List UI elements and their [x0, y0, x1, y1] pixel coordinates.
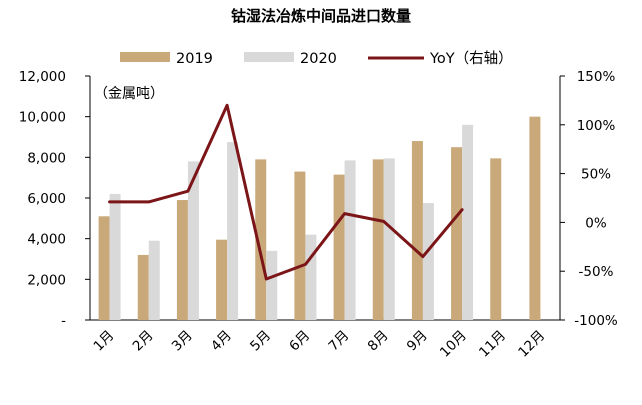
category-label: 9月	[404, 328, 431, 355]
right-tick-label: 50%	[581, 167, 611, 183]
bar-2020-4	[227, 142, 239, 320]
bar-2020-8	[383, 158, 395, 320]
category-labels: 1月 2月 3月 4月 5月 6月 7月 8月 9月 10月 11月 12月	[90, 328, 548, 361]
yoy-point-8	[382, 220, 385, 223]
right-tick-label: 150%	[577, 69, 616, 85]
category-label: 4月	[208, 328, 235, 355]
right-tick-label: 0%	[585, 215, 607, 231]
bar-2019-1	[98, 216, 110, 320]
left-axis-ticks: - 2,000 4,000 6,000 8,000 10,000 12,000	[19, 69, 90, 329]
yoy-point-6	[304, 263, 307, 266]
yoy-point-2	[147, 200, 150, 204]
bar-2019-6	[294, 171, 306, 320]
category-label: 7月	[325, 328, 352, 355]
legend-label-2020: 2020	[300, 51, 337, 67]
yoy-point-9	[421, 255, 425, 258]
right-tick-label: -100%	[574, 313, 618, 329]
bar-2019-4	[216, 239, 228, 320]
unit-label: （金属吨）	[94, 86, 164, 102]
bars	[98, 116, 541, 321]
bar-2019-9	[411, 141, 423, 320]
left-tick-label: 8,000	[27, 150, 66, 166]
left-tick-label: -	[61, 313, 66, 329]
bar-2020-2	[148, 240, 160, 320]
bar-2019-7	[333, 174, 345, 320]
legend-label-yoy: YoY（右轴）	[429, 50, 513, 67]
yoy-point-3	[186, 189, 190, 193]
bar-2020-1	[109, 193, 121, 320]
chart-title: 钴湿法冶炼中间品进口数量	[231, 7, 411, 25]
category-label: 11月	[476, 328, 509, 361]
legend-label-2019: 2019	[176, 51, 213, 67]
legend-swatch-2020	[244, 52, 294, 62]
category-label: 10月	[437, 328, 470, 361]
right-tick-label: 100%	[577, 118, 616, 134]
bar-2019-11	[490, 158, 502, 320]
left-tick-label: 6,000	[27, 191, 66, 207]
legend-swatch-2019	[120, 52, 170, 62]
bar-2020-3	[187, 161, 199, 320]
bar-2019-12	[529, 116, 541, 321]
left-tick-label: 12,000	[19, 69, 66, 85]
right-tick-label: -50%	[579, 264, 614, 280]
bar-2020-5	[266, 250, 278, 320]
bar-2020-6	[305, 234, 317, 320]
bar-2020-9	[422, 203, 434, 320]
yoy-point-5	[265, 277, 268, 281]
bar-2020-7	[344, 160, 356, 320]
category-label: 3月	[169, 328, 196, 355]
bar-2019-5	[255, 159, 267, 320]
bar-2019-3	[176, 200, 188, 320]
yoy-point-4	[225, 104, 229, 107]
left-tick-label: 10,000	[19, 110, 66, 126]
yoy-line-layer	[108, 103, 464, 281]
left-tick-label: 2,000	[27, 272, 66, 288]
category-label: 12月	[515, 328, 548, 361]
category-label: 1月	[90, 328, 117, 355]
yoy-line	[108, 103, 464, 281]
bar-2020-10	[462, 124, 474, 320]
category-label: 8月	[365, 328, 392, 355]
bar-2019-2	[137, 254, 149, 320]
bar-2019-10	[451, 147, 463, 320]
right-axis-ticks: -100% -50% 0% 50% 100% 150%	[560, 69, 618, 329]
category-label: 5月	[247, 328, 274, 355]
yoy-point-1	[108, 200, 111, 204]
category-label: 2月	[130, 328, 157, 355]
yoy-point-7	[343, 212, 346, 215]
yoy-point-10	[460, 208, 464, 211]
legend: 2019 2020 YoY（右轴）	[120, 50, 513, 67]
left-tick-label: 4,000	[27, 232, 66, 248]
bar-2019-8	[372, 159, 384, 320]
category-label: 6月	[286, 328, 313, 355]
